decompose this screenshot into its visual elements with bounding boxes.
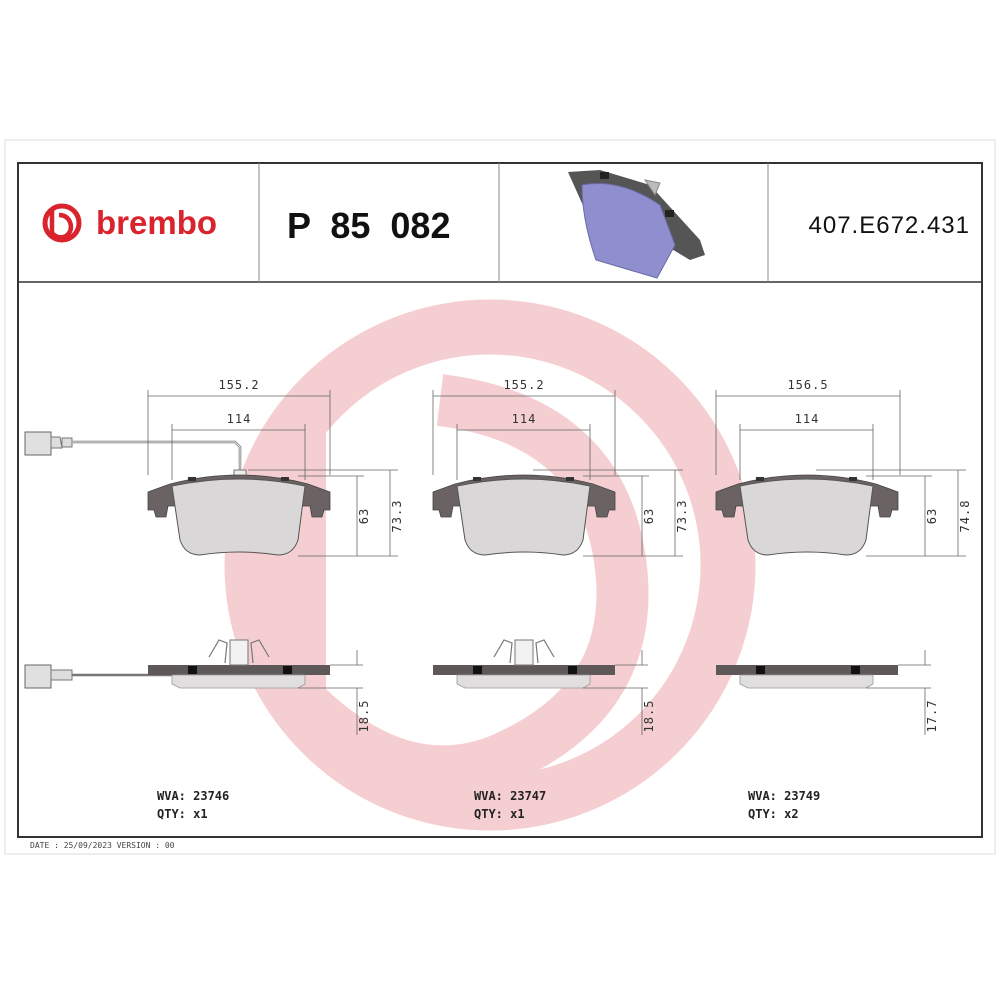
reference-code: 407.E672.431 [809,212,970,239]
pad-side-view [432,664,616,689]
dimension-total-height: 74.8 [958,500,972,533]
brake-pad-product-image [568,170,705,279]
dimension-inner-width: 114 [227,412,252,426]
brembo-watermark-logo [224,299,756,831]
wva-number: WVA: 23746 [157,789,229,803]
quantity: QTY: x1 [157,807,208,821]
brake-pad-3: 156.5 114 63 74.8 17.7 WVA: 23749 QTY: x2 [715,378,972,821]
quantity: QTY: x2 [748,807,799,821]
brand-name: brembo [96,204,217,241]
pad-side-view [147,664,331,689]
dimension-total-height: 73.3 [390,500,404,533]
part-number: P 85 082 [287,205,450,246]
dimension-inner-height: 63 [925,508,939,524]
dimension-inner-height: 63 [357,508,371,524]
dimension-inner-height: 63 [642,508,656,524]
outer-frame [4,139,996,855]
drawing-border [17,162,983,838]
spring-clip-icon [493,639,555,666]
dimension-total-width: 156.5 [787,378,828,392]
footer-date-version: DATE : 25/09/2023 VERSION : 00 [30,841,175,850]
wva-number: WVA: 23749 [748,789,820,803]
dimension-thickness: 18.5 [357,700,371,733]
dimension-total-width: 155.2 [503,378,544,392]
dimension-inner-width: 114 [512,412,537,426]
brembo-logo: brembo [42,203,217,243]
pad-side-view [715,664,899,689]
dimension-thickness: 17.7 [925,700,939,733]
dimension-inner-width: 114 [795,412,820,426]
dimension-total-width: 155.2 [218,378,259,392]
dimension-thickness: 18.5 [642,700,656,733]
brake-pad-2: 155.2 114 63 73.3 18.5 WVA: 23747 QTY: x1 [432,378,689,821]
quantity: QTY: x1 [474,807,525,821]
brake-pad-1: 155.2 114 63 73.3 18.5 WVA: 23746 QTY: x1 [147,378,404,821]
dimension-total-height: 73.3 [675,500,689,533]
wva-number: WVA: 23747 [474,789,546,803]
